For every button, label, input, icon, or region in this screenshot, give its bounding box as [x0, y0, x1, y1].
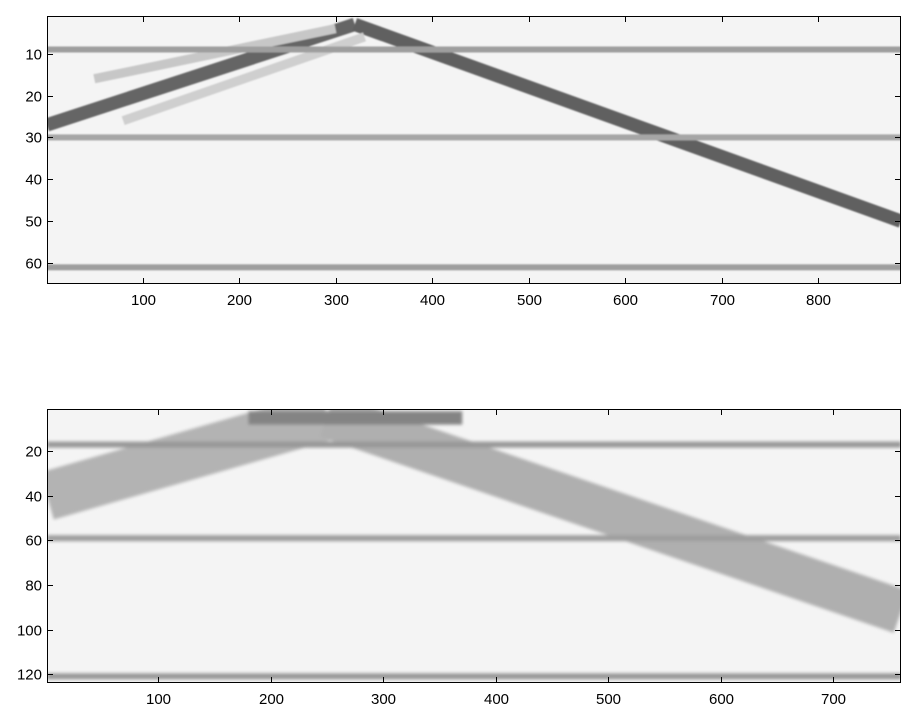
x-tick-label: 800: [806, 292, 831, 309]
x-tick-label: 400: [420, 292, 445, 309]
y-tick-label: 120: [17, 667, 42, 684]
x-tick-label: 200: [227, 292, 252, 309]
y-tick-label: 50: [25, 214, 42, 231]
x-tick-label: 300: [324, 292, 349, 309]
x-tick-label: 400: [484, 691, 509, 708]
x-tick-label: 600: [709, 691, 734, 708]
y-tick-label: 40: [25, 489, 42, 506]
horizontal-band-2: [47, 673, 901, 680]
x-tick-label: 600: [613, 292, 638, 309]
y-tick-label: 80: [25, 578, 42, 595]
heatmap-panel-top: 100 200 300 400 500 600 700 800 10 20 30 40 50 60: [25, 16, 901, 309]
y-tick-label: 20: [25, 444, 42, 461]
x-tick-label: 300: [371, 691, 396, 708]
y-tick-label: 100: [17, 623, 42, 640]
x-tick-label: 700: [710, 292, 735, 309]
horizontal-band-0: [47, 441, 901, 448]
diagonal-band-1: [352, 18, 901, 228]
horizontal-band-2: [47, 264, 901, 271]
x-tick-label: 500: [517, 292, 542, 309]
x-tick-label: 700: [821, 691, 846, 708]
diagonal-band-1: [319, 409, 901, 633]
diagonal-band-0: [47, 409, 334, 520]
x-tick-label: 200: [259, 691, 284, 708]
diagonal-band-0: [47, 18, 357, 132]
horizontal-band-1: [47, 535, 901, 542]
y-tick-label: 60: [25, 533, 42, 550]
x-tick-label: 500: [596, 691, 621, 708]
horizontal-band-0: [47, 46, 901, 53]
diagonal-band-2: [93, 24, 337, 84]
y-tick-label: 10: [25, 47, 42, 64]
y-tick-label: 40: [25, 172, 42, 189]
y-tick-label: 60: [25, 256, 42, 273]
horizontal-band-1: [47, 134, 901, 141]
y-tick-label: 20: [25, 89, 42, 106]
y-tick-label: 30: [25, 130, 42, 147]
heatmap-panel-bottom: 100 200 300 400 500 600 700 20 40 60 80 100 120: [17, 409, 901, 708]
x-tick-label: 100: [146, 691, 171, 708]
x-tick-label: 100: [131, 292, 156, 309]
plot-background: [47, 16, 901, 284]
